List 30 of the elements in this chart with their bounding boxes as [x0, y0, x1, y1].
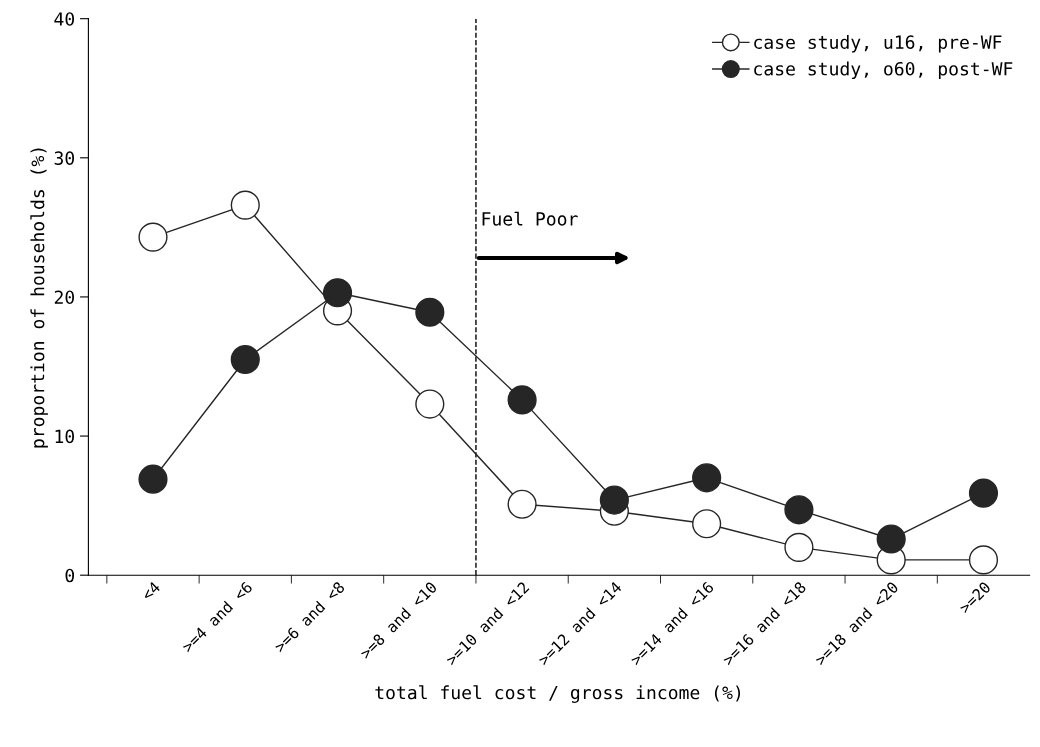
- point: [784, 495, 814, 525]
- x-axis-title: total fuel cost / gross income (%): [375, 685, 741, 703]
- point: [138, 222, 168, 252]
- point: [415, 297, 445, 327]
- point: [230, 190, 260, 220]
- legend-label: case study, u16, pre-WF: [754, 35, 1002, 53]
- y-axis-title: proportion of households (%): [30, 148, 48, 448]
- point: [876, 524, 906, 554]
- y-tick-label: 40: [54, 12, 75, 26]
- point: [322, 278, 353, 308]
- point: [784, 532, 814, 562]
- x-tick-label: <4: [140, 580, 161, 601]
- y-tick-label: 10: [55, 429, 75, 444]
- point: [415, 389, 445, 419]
- point: [599, 485, 629, 515]
- point: [968, 545, 999, 575]
- x-tick-label: >=6 and <8: [273, 580, 346, 654]
- y-tick-label: 0: [65, 568, 75, 583]
- y-tick-label: 20: [54, 290, 75, 305]
- point: [507, 489, 537, 519]
- point: [692, 463, 722, 493]
- point: [138, 464, 168, 494]
- x-tick-label: >=4 and <6: [180, 580, 253, 654]
- legend-label: case study, o60, post-WF: [754, 61, 1013, 80]
- y-tick-label: 30: [54, 151, 75, 165]
- annotation: Fuel Poor: [482, 211, 578, 226]
- point: [230, 344, 260, 375]
- point: [692, 509, 722, 539]
- point: [968, 478, 999, 508]
- point: [507, 385, 537, 415]
